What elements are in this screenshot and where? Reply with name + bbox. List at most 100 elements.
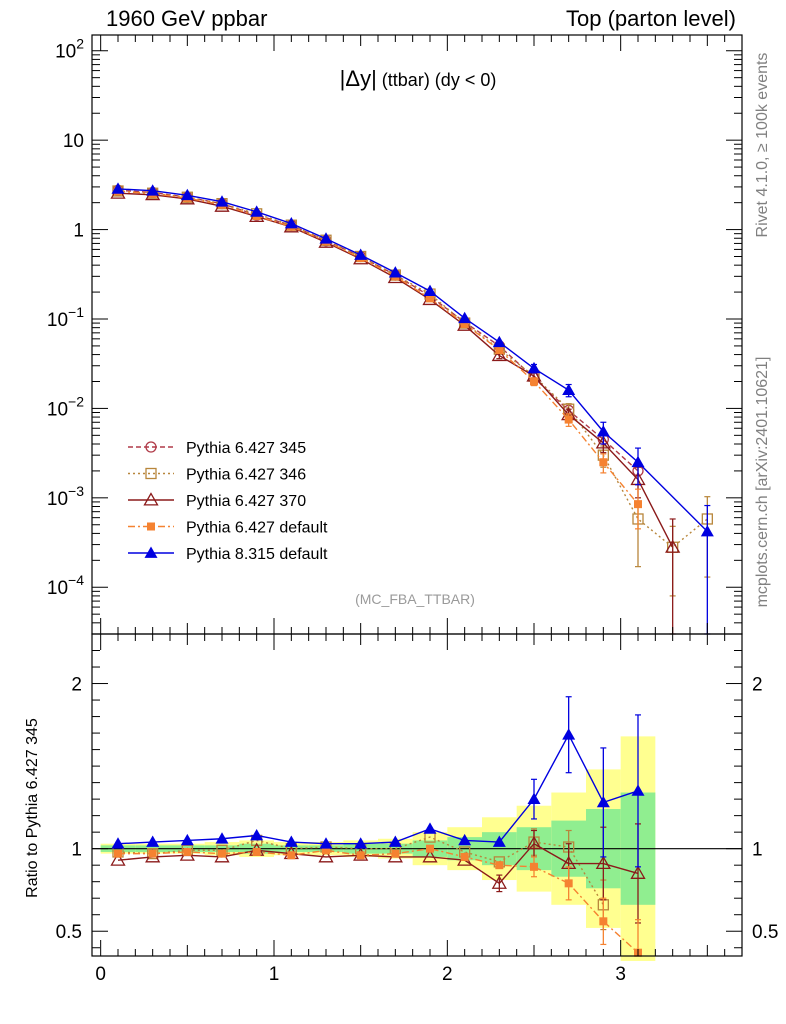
- ratio-point: [252, 847, 261, 856]
- main-y-tick-label: 10−2: [47, 393, 84, 420]
- main-point: [491, 347, 507, 362]
- ratio-y-tick-label-left: 1: [71, 840, 82, 861]
- plot-title: |Δy| (ttbar) (dy < 0): [340, 66, 497, 92]
- ratio-point: [356, 851, 365, 860]
- legend-label: Pythia 6.427 345: [186, 440, 306, 457]
- ratio-y-tick-label-right: 2: [752, 675, 763, 696]
- main-point: [146, 184, 160, 196]
- legend-marker: [144, 546, 158, 558]
- ratio-point: [391, 849, 400, 858]
- ratio-point: [599, 917, 608, 926]
- ratio-point: [318, 849, 334, 863]
- legend-label: Pythia 8.315 default: [186, 546, 328, 563]
- ratio-y-tick-label-left: 2: [71, 675, 82, 696]
- ratio-point: [322, 846, 330, 855]
- main-point: [111, 182, 125, 194]
- ratio-point: [423, 822, 437, 834]
- ratio-point: [458, 833, 472, 846]
- main-y-tick-label: 102: [55, 36, 84, 63]
- main-point: [284, 216, 298, 229]
- legend-marker: [143, 492, 159, 506]
- ratio-point: [111, 837, 125, 849]
- main-y-tick-label: 10: [63, 131, 84, 152]
- main-series-p345: [112, 184, 644, 477]
- main-line-pdef6: [117, 190, 639, 505]
- main-point: [599, 458, 608, 467]
- ratio-y-tick-label-right: 1: [752, 840, 763, 861]
- ratio-point: [422, 849, 438, 863]
- ratio-point: [287, 851, 296, 860]
- ratio-point: [564, 879, 573, 888]
- ratio-point: [147, 847, 159, 860]
- ratio-x-tick-label: 1: [269, 964, 280, 985]
- header-left-label: 1960 GeV ppbar: [106, 6, 268, 31]
- ratio-point: [530, 862, 538, 871]
- ratio-y-tick-label-left: 0.5: [56, 922, 82, 943]
- legend-marker: [145, 467, 157, 480]
- main-series-p370: [110, 185, 681, 635]
- ratio-point: [114, 849, 122, 858]
- legend-label: Pythia 6.427 370: [186, 493, 306, 510]
- main-line-p345: [117, 189, 639, 472]
- ratio-point: [319, 837, 333, 849]
- main-point: [388, 266, 402, 278]
- main-point: [458, 311, 472, 324]
- ratio-point: [426, 844, 434, 853]
- ratio-point: [250, 828, 264, 841]
- main-plot-frame: [91, 34, 743, 635]
- main-y-tick-label: 10−4: [47, 572, 84, 599]
- main-point: [595, 435, 611, 449]
- legend-marker: [147, 522, 155, 531]
- ratio-line-p370: [117, 842, 639, 885]
- ratio-point: [495, 861, 504, 870]
- ratio-x-tick-label: 0: [95, 964, 106, 985]
- main-y-tick-label: 1: [73, 221, 84, 242]
- legend-entry-p370: Pythia 6.427 370: [128, 492, 306, 510]
- ratio-x-tick-label: 3: [615, 964, 626, 985]
- legend-entry-p345: Pythia 6.427 345: [128, 440, 306, 457]
- main-y-tick-label: 10−3: [47, 483, 84, 510]
- main-point: [460, 319, 469, 328]
- ratio-point: [218, 849, 226, 858]
- ratio-point: [183, 847, 192, 856]
- main-point: [492, 335, 506, 348]
- ratio-point: [527, 792, 541, 805]
- ratio-y-tick-label-right: 0.5: [752, 922, 778, 943]
- plot-title-main: |Δy|: [339, 66, 377, 91]
- ratio-point: [630, 865, 646, 879]
- ratio-plot-frame: [91, 633, 743, 957]
- ratio-point: [146, 835, 160, 847]
- legend-label: Pythia 6.427 default: [186, 520, 328, 537]
- main-point: [665, 539, 681, 553]
- ratio-point: [354, 837, 368, 849]
- ratio-point: [460, 852, 469, 861]
- main-series-p8: [111, 182, 714, 635]
- plot-title-sub: (ttbar) (dy < 0): [381, 70, 497, 90]
- main-point: [634, 500, 642, 509]
- ratio-point: [631, 784, 645, 796]
- legend-marker: [145, 441, 157, 453]
- ratio-point: [596, 795, 610, 808]
- main-point: [495, 346, 504, 355]
- legend-entry-p346: Pythia 6.427 346: [128, 467, 306, 484]
- ratio-point: [492, 835, 506, 847]
- ratio-series-p8: [111, 696, 645, 868]
- ratio-point: [595, 855, 611, 870]
- legend-label: Pythia 6.427 346: [186, 467, 306, 484]
- header-right-label: Top (parton level): [566, 6, 736, 31]
- ratio-point: [180, 833, 194, 846]
- legend-entry-pdef6: Pythia 6.427 default: [128, 520, 328, 537]
- legend-entry-p8: Pythia 8.315 default: [128, 546, 328, 563]
- main-point: [530, 377, 538, 386]
- main-point: [354, 248, 368, 260]
- ratio-point: [215, 832, 229, 844]
- ratio-point: [110, 852, 126, 866]
- ratio-point: [388, 835, 402, 847]
- main-point: [423, 284, 437, 296]
- main-point: [527, 361, 541, 374]
- ratio-point: [562, 728, 576, 740]
- ratio-point: [526, 835, 542, 850]
- ratio-line-p8: [117, 733, 639, 845]
- main-point: [250, 205, 264, 217]
